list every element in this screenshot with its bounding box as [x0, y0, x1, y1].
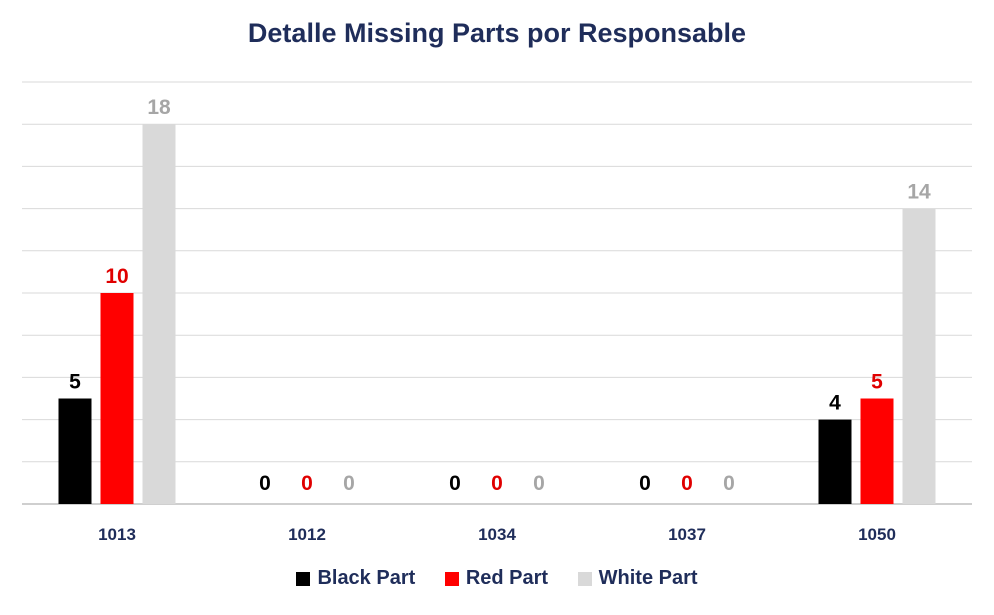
- data-label-black-part-1034: 0: [449, 472, 461, 495]
- data-label-white-part-1037: 0: [723, 472, 735, 495]
- x-tick-label: 1034: [478, 525, 516, 544]
- data-label-red-part-1034: 0: [491, 472, 503, 495]
- data-label-black-part-1037: 0: [639, 472, 651, 495]
- data-label-white-part-1013: 18: [147, 96, 171, 119]
- legend-label-black-part: Black Part: [317, 567, 416, 589]
- data-label-red-part-1037: 0: [681, 472, 693, 495]
- legend-item-black-part: Black Part: [296, 567, 415, 590]
- chart-legend: Black Part Red Part White Part: [0, 567, 994, 592]
- legend-swatch-red-part: [444, 571, 459, 586]
- bar-red-part-1013: [100, 293, 134, 504]
- bar-black-part-1013: [58, 398, 92, 504]
- bar-white-part-1050: [902, 208, 936, 504]
- legend-label-red-part: Red Part: [465, 567, 549, 589]
- x-tick-label: 1012: [288, 525, 326, 544]
- bar-black-part-1050: [818, 419, 852, 504]
- data-label-red-part-1050: 5: [871, 371, 883, 394]
- data-label-red-part-1013: 10: [105, 265, 128, 288]
- legend-swatch-white-part: [577, 571, 592, 586]
- chart-title: Detalle Missing Parts por Responsable: [247, 18, 747, 48]
- bar-red-part-1050: [860, 398, 894, 504]
- data-label-white-part-1012: 0: [343, 472, 355, 495]
- legend-swatch-black-part: [296, 571, 311, 586]
- bar-white-part-1013: [142, 124, 176, 504]
- data-label-black-part-1012: 0: [259, 472, 271, 495]
- data-label-red-part-1012: 0: [301, 472, 313, 495]
- data-label-white-part-1034: 0: [533, 472, 545, 495]
- legend-item-red-part: Red Part: [444, 567, 549, 590]
- legend-label-white-part: White Part: [598, 567, 698, 589]
- x-tick-label: 1037: [668, 525, 706, 544]
- x-tick-label: 1050: [858, 525, 896, 544]
- data-label-black-part-1050: 4: [829, 392, 841, 415]
- data-label-white-part-1050: 14: [907, 181, 931, 204]
- legend-item-white-part: White Part: [577, 567, 698, 590]
- x-tick-label: 1013: [98, 525, 136, 544]
- data-label-black-part-1013: 5: [69, 371, 81, 394]
